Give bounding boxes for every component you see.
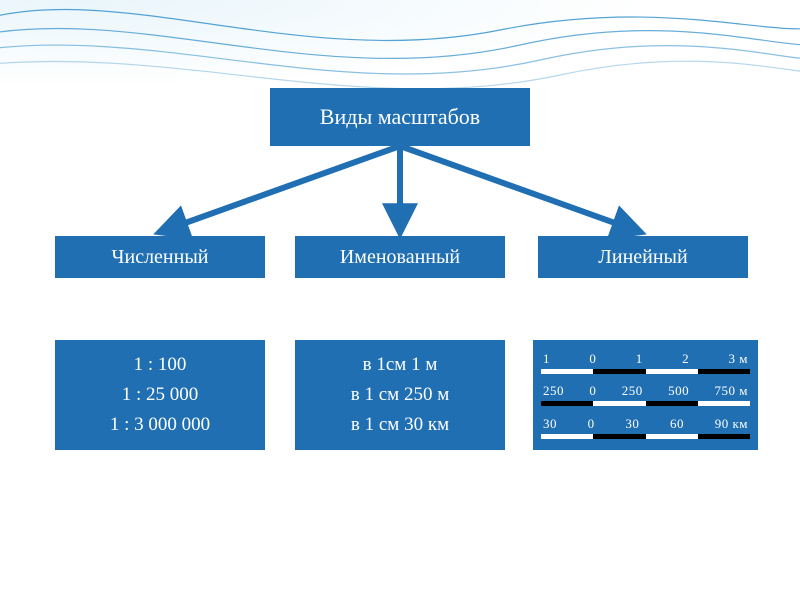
linear-label: 0	[588, 416, 595, 432]
linear-ruler	[541, 369, 750, 374]
example-box-numeric: 1 : 100 1 : 25 000 1 : 3 000 000	[55, 340, 265, 450]
numeric-line-3: 1 : 3 000 000	[110, 414, 210, 436]
example-box-named: в 1см 1 м в 1 см 250 м в 1 см 30 км	[295, 340, 505, 450]
linear-label: 250	[543, 383, 564, 399]
type-box-named: Именованный	[295, 236, 505, 278]
linear-label: 30	[625, 416, 639, 432]
linear-label: 750 м	[715, 383, 748, 399]
type-box-linear: Линейный	[538, 236, 748, 278]
header-box: Виды масштабов	[270, 88, 530, 146]
header-title: Виды масштабов	[320, 104, 480, 130]
linear-row-2: 250 0 250 500 750 м	[541, 383, 750, 406]
linear-row-3: 30 0 30 60 90 км	[541, 416, 750, 439]
named-line-3: в 1 см 30 км	[351, 414, 449, 436]
example-box-linear: 1 0 1 2 3 м 250 0 250 500 750 м 30 0 30 …	[533, 340, 758, 450]
linear-label: 1	[636, 351, 643, 367]
linear-label: 0	[589, 351, 596, 367]
named-line-2: в 1 см 250 м	[351, 384, 449, 406]
linear-label: 60	[670, 416, 684, 432]
type-label-named: Именованный	[340, 246, 460, 269]
linear-label: 1	[543, 351, 550, 367]
type-label-linear: Линейный	[598, 246, 687, 269]
numeric-line-1: 1 : 100	[134, 354, 187, 376]
linear-label: 500	[668, 383, 689, 399]
linear-ruler	[541, 401, 750, 406]
linear-label: 250	[622, 383, 643, 399]
linear-ruler	[541, 434, 750, 439]
type-box-numeric: Численный	[55, 236, 265, 278]
linear-label: 30	[543, 416, 557, 432]
linear-label: 3 м	[729, 351, 748, 367]
type-label-numeric: Численный	[112, 246, 209, 269]
linear-label: 2	[682, 351, 689, 367]
linear-row-1: 1 0 1 2 3 м	[541, 351, 750, 374]
linear-label: 90 км	[715, 416, 748, 432]
linear-label: 0	[589, 383, 596, 399]
named-line-1: в 1см 1 м	[363, 354, 438, 376]
numeric-line-2: 1 : 25 000	[122, 384, 199, 406]
